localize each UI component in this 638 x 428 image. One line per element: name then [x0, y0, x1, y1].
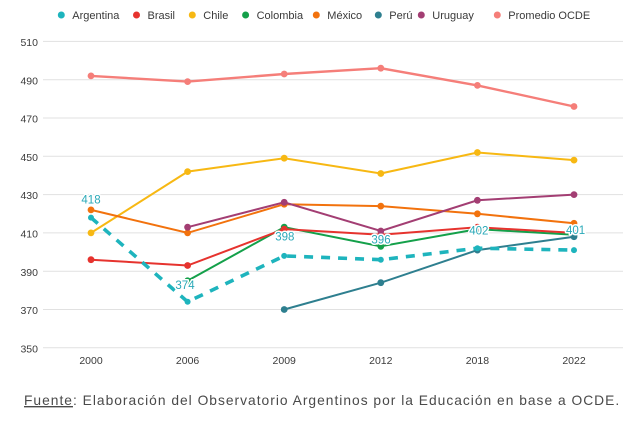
svg-text:2022: 2022	[562, 355, 586, 367]
svg-text:México: México	[327, 10, 362, 22]
svg-text:Promedio OCDE: Promedio OCDE	[508, 10, 590, 22]
svg-text:374: 374	[175, 280, 195, 292]
svg-text:2018: 2018	[466, 355, 490, 367]
svg-text:Chile: Chile	[203, 10, 228, 22]
svg-text:2009: 2009	[273, 355, 297, 367]
svg-text:350: 350	[20, 343, 38, 355]
svg-text:418: 418	[81, 195, 100, 207]
svg-text:510: 510	[20, 37, 38, 49]
svg-text:2000: 2000	[79, 355, 103, 367]
svg-text:398: 398	[275, 232, 294, 244]
svg-text:Fuente: Elaboración del Observ: Fuente: Elaboración del Observatorio Arg…	[24, 393, 620, 408]
svg-text:390: 390	[20, 267, 38, 279]
svg-text:410: 410	[20, 229, 38, 241]
svg-text:430: 430	[20, 190, 38, 202]
svg-text:370: 370	[20, 305, 38, 317]
svg-text:2012: 2012	[369, 355, 393, 367]
svg-text:Brasil: Brasil	[148, 10, 176, 22]
svg-text:Uruguay: Uruguay	[432, 10, 474, 22]
svg-text:402: 402	[469, 226, 488, 238]
svg-text:470: 470	[20, 114, 38, 126]
svg-text:Argentina: Argentina	[72, 10, 120, 22]
svg-text:Colombia: Colombia	[257, 10, 304, 22]
svg-text:490: 490	[20, 75, 38, 87]
svg-text:401: 401	[566, 225, 585, 237]
svg-text:450: 450	[20, 152, 38, 164]
svg-text:396: 396	[371, 235, 390, 247]
svg-text:Perú: Perú	[389, 10, 412, 22]
svg-text:2006: 2006	[176, 355, 200, 367]
